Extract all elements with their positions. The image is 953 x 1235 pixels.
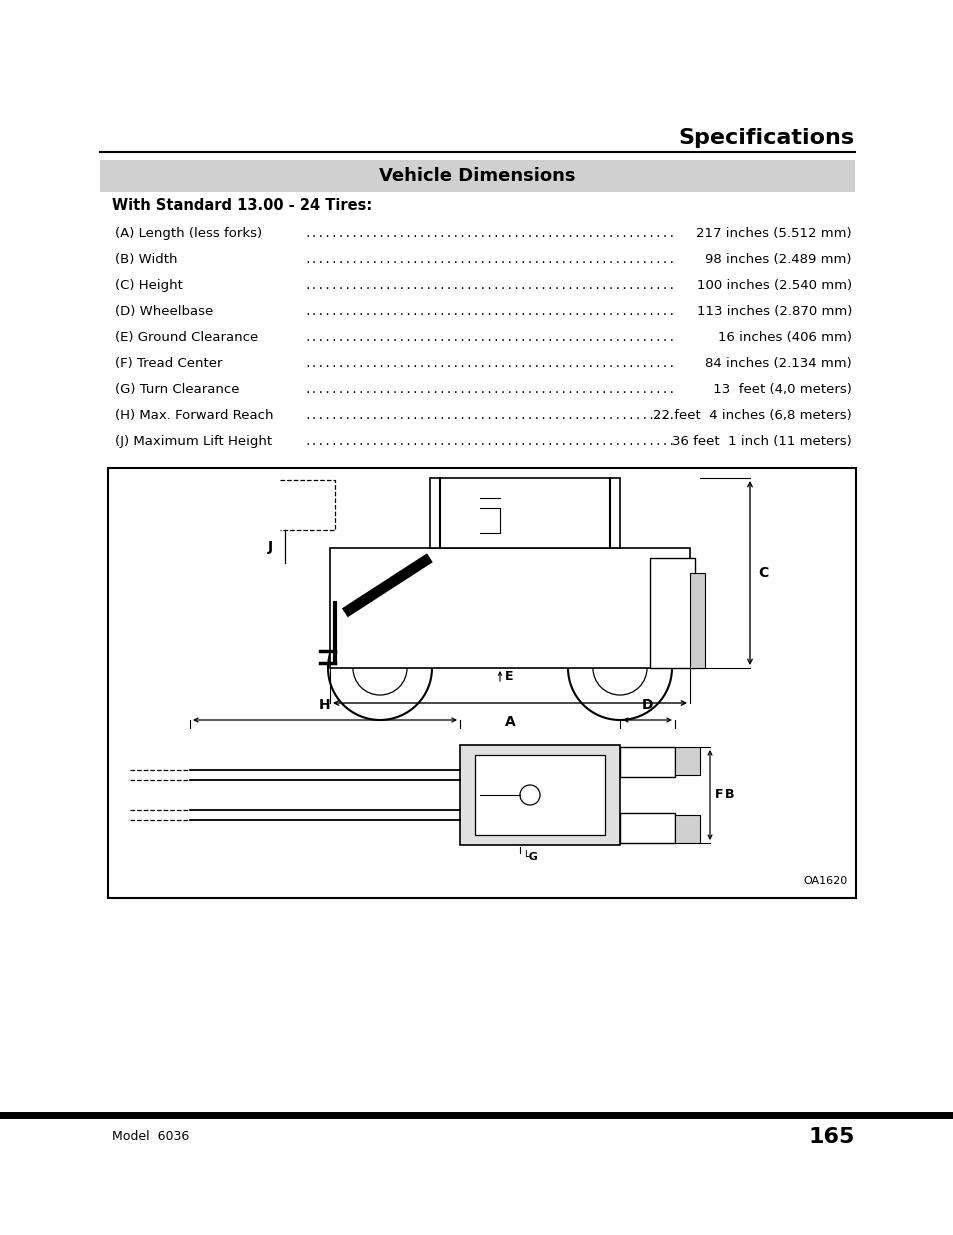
Text: F: F	[714, 788, 722, 802]
Bar	[689, 573, 704, 668]
Text: .......................................................: ........................................…	[304, 254, 675, 266]
Bar	[675, 815, 700, 844]
Text: (A) Length (less forks): (A) Length (less forks)	[115, 227, 262, 241]
Bar	[430, 478, 619, 548]
Text: (F) Tread Center: (F) Tread Center	[115, 357, 222, 370]
Bar	[459, 745, 619, 845]
Text: 16 inches (406 mm): 16 inches (406 mm)	[718, 331, 851, 345]
Text: Vehicle Dimensions: Vehicle Dimensions	[378, 167, 575, 185]
Text: H: H	[319, 698, 331, 713]
Text: B: B	[724, 788, 734, 802]
Text: (D) Wheelbase: (D) Wheelbase	[115, 305, 213, 319]
Text: A: A	[504, 715, 515, 729]
Bar	[108, 468, 855, 898]
Text: 217 inches (5.512 mm): 217 inches (5.512 mm)	[696, 227, 851, 241]
Text: With Standard 13.00 - 24 Tires:: With Standard 13.00 - 24 Tires:	[112, 199, 372, 214]
Text: 113 inches (2.870 mm): 113 inches (2.870 mm)	[696, 305, 851, 319]
Text: 100 inches (2.540 mm): 100 inches (2.540 mm)	[696, 279, 851, 293]
Text: E: E	[504, 669, 513, 683]
Text: 13  feet (4,0 meters): 13 feet (4,0 meters)	[708, 384, 851, 396]
Text: .......................................................: ........................................…	[304, 228, 675, 240]
Bar	[475, 755, 604, 835]
Text: Model  6036: Model 6036	[112, 1130, 189, 1144]
Text: 22 feet  4 inches (6,8 meters): 22 feet 4 inches (6,8 meters)	[653, 410, 851, 422]
Text: .......................................................: ........................................…	[304, 411, 675, 421]
Text: .......................................................: ........................................…	[304, 282, 675, 291]
Bar	[330, 548, 689, 668]
Text: 36 feet  1 inch (11 meters): 36 feet 1 inch (11 meters)	[672, 436, 851, 448]
Text: (G) Turn Clearance: (G) Turn Clearance	[115, 384, 239, 396]
Text: (B) Width: (B) Width	[115, 253, 177, 267]
Bar	[675, 747, 700, 776]
Text: (J) Maximum Lift Height: (J) Maximum Lift Height	[115, 436, 272, 448]
Text: .......................................................: ........................................…	[304, 308, 675, 317]
Text: .......................................................: ........................................…	[304, 437, 675, 447]
Bar	[649, 558, 695, 668]
Bar	[619, 813, 675, 844]
Bar	[100, 161, 854, 191]
Text: (C) Height: (C) Height	[115, 279, 183, 293]
Text: 84 inches (2.134 mm): 84 inches (2.134 mm)	[704, 357, 851, 370]
Text: .......................................................: ........................................…	[304, 333, 675, 343]
Text: Specifications: Specifications	[679, 128, 854, 148]
Text: C: C	[758, 566, 767, 580]
Bar	[619, 747, 675, 777]
Text: (E) Ground Clearance: (E) Ground Clearance	[115, 331, 258, 345]
Text: 165: 165	[808, 1128, 854, 1147]
Text: D: D	[641, 698, 653, 713]
Text: (H) Max. Forward Reach: (H) Max. Forward Reach	[115, 410, 274, 422]
Text: OA1620: OA1620	[803, 876, 847, 885]
Text: J: J	[268, 540, 273, 553]
Text: .......................................................: ........................................…	[304, 385, 675, 395]
Text: .......................................................: ........................................…	[304, 359, 675, 369]
Text: └G: └G	[521, 852, 537, 862]
Text: 98 inches (2.489 mm): 98 inches (2.489 mm)	[705, 253, 851, 267]
